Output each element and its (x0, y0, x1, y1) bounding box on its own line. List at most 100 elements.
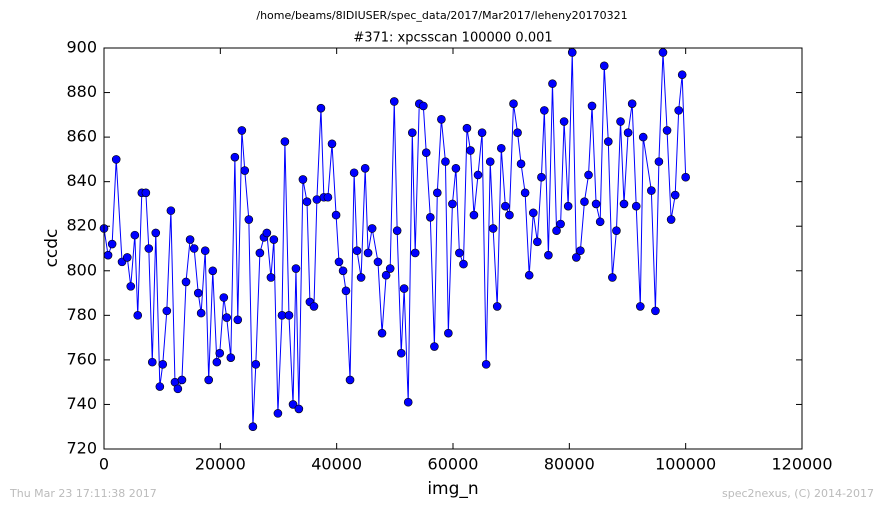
data-point (189, 244, 199, 253)
data-point (338, 266, 348, 276)
data-point (219, 293, 229, 302)
data-point (651, 306, 660, 316)
data-point (204, 375, 213, 385)
x-tick-label: 20000 (195, 455, 246, 474)
data-point (616, 117, 625, 126)
data-point (421, 148, 431, 158)
data-point (638, 132, 648, 142)
data-point (244, 215, 254, 224)
data-point (377, 328, 387, 338)
data-point (103, 250, 113, 260)
data-point (647, 186, 656, 195)
x-tick-label: 80000 (544, 455, 595, 474)
data-point (240, 166, 250, 175)
data-point (141, 188, 151, 198)
data-point (426, 213, 435, 222)
data-point (563, 201, 573, 211)
data-point (604, 137, 613, 146)
data-point (681, 172, 690, 182)
data-point (635, 302, 645, 311)
data-point (177, 375, 187, 385)
data-point (437, 114, 446, 124)
x-tick-label: 60000 (428, 455, 479, 474)
x-tick-label: 0 (99, 455, 109, 474)
data-point (576, 246, 585, 256)
data-point (559, 117, 569, 126)
footer-right: spec2nexus, (C) 2014-2017 (722, 487, 874, 500)
data-point (233, 315, 243, 325)
data-point (612, 226, 621, 235)
data-point (533, 237, 542, 247)
data-point (403, 397, 413, 407)
data-point (485, 157, 495, 166)
x-tick-label: 120000 (771, 455, 832, 474)
data-point (381, 270, 391, 280)
data-point (334, 257, 344, 267)
y-tick-label: 840 (66, 171, 97, 190)
data-point (367, 224, 377, 233)
y-tick-label: 720 (66, 439, 97, 458)
data-point (212, 357, 222, 367)
data-point (524, 270, 534, 280)
y-tick-label: 760 (66, 349, 97, 368)
data-point (595, 217, 605, 227)
data-point (537, 172, 546, 182)
data-point (591, 199, 601, 209)
data-point (548, 79, 557, 88)
data-point (251, 360, 261, 369)
data-point (230, 152, 240, 162)
data-point (392, 226, 402, 235)
data-point (430, 342, 439, 351)
data-point (572, 253, 581, 262)
y-axis-label: ccdc (42, 229, 62, 268)
data-point (627, 99, 637, 108)
data-point (151, 228, 161, 238)
data-point (473, 170, 483, 180)
data-point (284, 311, 294, 320)
data-point (345, 375, 355, 385)
data-point (107, 239, 117, 249)
data-point (608, 273, 617, 282)
data-point (407, 128, 417, 137)
plot-frame (103, 47, 803, 450)
y-tick-label: 740 (66, 394, 97, 413)
data-point (432, 188, 442, 198)
y-tick-label: 860 (66, 127, 97, 146)
data-point (147, 357, 157, 367)
data-point (419, 101, 428, 111)
data-point (208, 266, 218, 276)
data-point (200, 246, 210, 256)
data-point (410, 248, 420, 258)
data-point (352, 246, 362, 256)
data-point (302, 197, 312, 207)
data-point (516, 159, 526, 169)
data-point (133, 311, 143, 320)
y-tick-label: 780 (66, 305, 97, 324)
footer-left: Thu Mar 23 17:11:38 2017 (9, 487, 157, 500)
data-point (248, 422, 258, 432)
data-point (349, 168, 359, 178)
data-point (273, 409, 283, 418)
data-point (298, 175, 308, 184)
data-point (291, 264, 301, 273)
data-point (488, 224, 498, 233)
data-point (181, 277, 191, 287)
data-point (360, 164, 370, 173)
data-point (269, 235, 279, 244)
data-point (373, 257, 383, 267)
data-point (288, 400, 298, 409)
data-point (237, 126, 247, 135)
data-point (466, 146, 475, 155)
data-point (162, 306, 172, 316)
data-point (331, 210, 341, 220)
data-point (130, 230, 140, 240)
data-point (193, 288, 203, 298)
data-point (266, 273, 276, 282)
data-point (599, 61, 609, 71)
data-point (677, 70, 687, 80)
data-point (341, 286, 351, 296)
data-point (294, 404, 304, 414)
data-point (509, 99, 518, 108)
data-point (396, 348, 406, 358)
